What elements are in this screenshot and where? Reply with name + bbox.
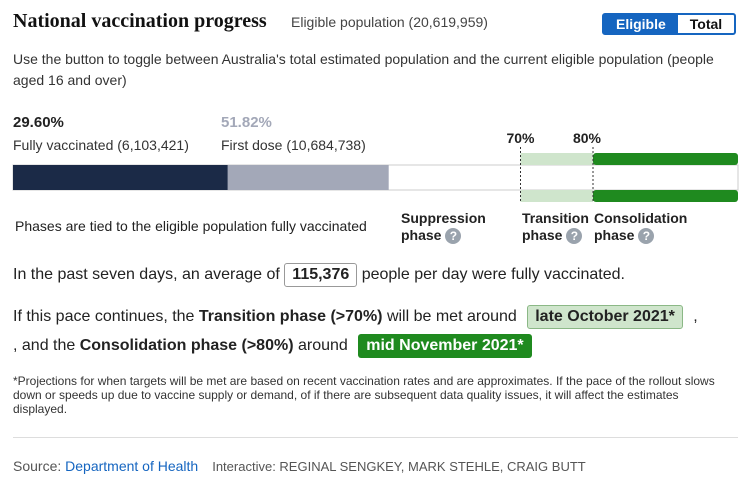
phase-word: phase bbox=[401, 227, 442, 243]
fully-percent: 29.60% bbox=[13, 114, 64, 131]
text: , and the bbox=[13, 337, 80, 354]
text: Source: bbox=[13, 458, 66, 474]
phase-label: Suppression phase ? bbox=[401, 210, 486, 245]
text: will be met around bbox=[382, 308, 522, 325]
text: If this pace continues, the bbox=[13, 308, 199, 325]
phase-name: Consolidation bbox=[594, 210, 688, 226]
pace-line2: , and the Consolidation phase (>80%) aro… bbox=[13, 334, 532, 358]
phase: Consolidation phase (>80%) bbox=[79, 337, 294, 354]
phase-label: Transition phase ? bbox=[522, 210, 589, 245]
toggle: Eligible Total bbox=[602, 13, 737, 35]
fully-bar bbox=[13, 165, 228, 190]
help-icon[interactable]: ? bbox=[445, 228, 462, 245]
divider bbox=[13, 437, 738, 438]
text: , bbox=[688, 308, 698, 325]
first-percent: 51.82% bbox=[221, 114, 272, 131]
progress-bar: 70% 80% bbox=[12, 130, 739, 202]
phase-name: Suppression bbox=[401, 210, 486, 226]
text: around bbox=[293, 337, 353, 354]
target-zone bbox=[593, 153, 738, 165]
footnote: *Projections for when targets will be me… bbox=[13, 374, 715, 416]
phase-word: phase bbox=[522, 227, 563, 243]
text: people per day were fully vaccinated. bbox=[357, 266, 625, 283]
fully-caption: Fully vaccinated (6,103,421) bbox=[13, 137, 189, 153]
toggle-eligible[interactable]: Eligible bbox=[604, 15, 678, 33]
toggle-total[interactable]: Total bbox=[689, 16, 723, 32]
description: Use the button to toggle between Austral… bbox=[13, 51, 714, 88]
first-caption: First dose (10,684,738) bbox=[221, 137, 366, 153]
target-label: 70% bbox=[506, 130, 535, 146]
date: mid November 2021* bbox=[358, 334, 532, 358]
phase-word: phase bbox=[594, 227, 635, 243]
credit: Interactive: REGINAL SENGKEY, MARK STEHL… bbox=[212, 459, 586, 474]
phase: Transition phase (>70%) bbox=[198, 308, 383, 325]
phases-note: Phases are tied to the eligible populati… bbox=[15, 218, 367, 234]
average-line: In the past seven days, an average of 11… bbox=[13, 263, 625, 287]
phase-label: Consolidation phase ? bbox=[594, 210, 688, 245]
text: In the past seven days, an average of bbox=[13, 266, 285, 283]
source: Source: Department of Health Interactive:… bbox=[13, 458, 586, 474]
source-link[interactable]: Department of Health bbox=[65, 458, 199, 474]
target-zone bbox=[593, 190, 738, 202]
pace-line1: If this pace continues, the Transition p… bbox=[13, 305, 698, 329]
date: late October 2021* bbox=[527, 305, 683, 329]
title: National vaccination progress bbox=[13, 10, 267, 32]
target-zone bbox=[520, 190, 593, 202]
subtitle: Eligible population (20,619,959) bbox=[291, 14, 488, 30]
help-icon[interactable]: ? bbox=[638, 228, 655, 245]
target-zone bbox=[520, 153, 593, 165]
phase-name: Transition bbox=[522, 210, 589, 226]
help-icon[interactable]: ? bbox=[566, 228, 583, 245]
average-value: 115,376 bbox=[284, 263, 358, 287]
target-label: 80% bbox=[573, 130, 602, 146]
